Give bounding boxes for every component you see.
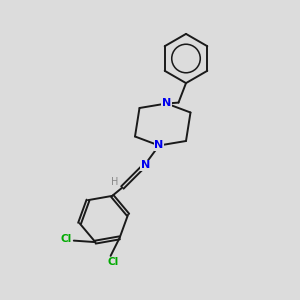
Text: Cl: Cl xyxy=(107,257,118,267)
Text: Cl: Cl xyxy=(61,234,72,244)
Text: N: N xyxy=(162,98,171,109)
Text: N: N xyxy=(154,140,164,151)
Text: N: N xyxy=(141,160,150,170)
Text: H: H xyxy=(111,177,118,187)
